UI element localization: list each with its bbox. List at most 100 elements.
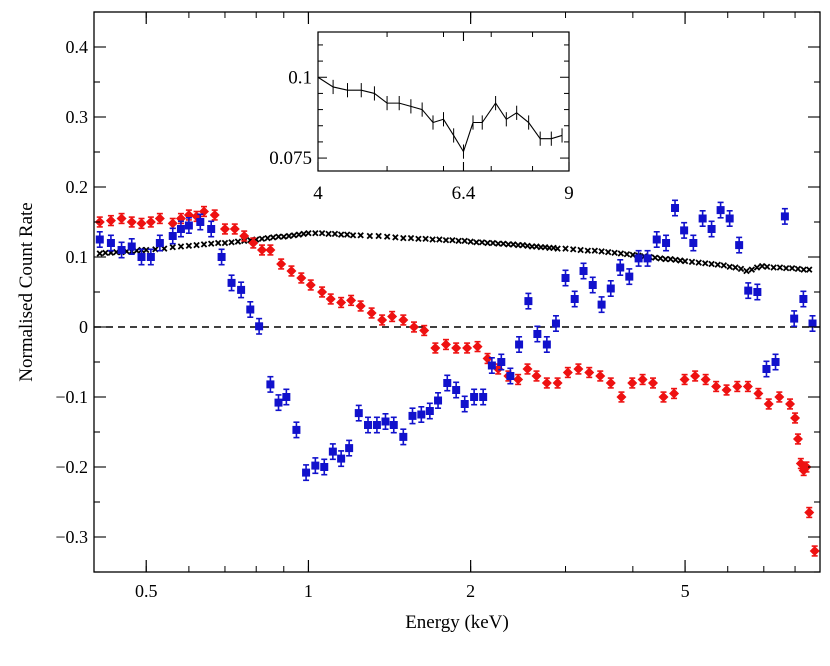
data-point-square bbox=[551, 319, 560, 328]
data-point-diamond bbox=[595, 371, 606, 381]
data-point-diamond bbox=[317, 287, 328, 297]
data-point-square bbox=[417, 410, 426, 419]
data-point-square bbox=[570, 295, 579, 303]
data-point-cross bbox=[681, 257, 689, 265]
data-point-square bbox=[671, 204, 680, 212]
inset-y-tick-label: 0.1 bbox=[288, 67, 312, 88]
data-point-square bbox=[146, 253, 155, 261]
data-point-cross bbox=[357, 232, 364, 239]
data-point-square bbox=[282, 393, 291, 401]
data-point-cross bbox=[623, 250, 631, 258]
data-point-square bbox=[652, 235, 661, 244]
data-point-cross bbox=[489, 239, 497, 247]
data-point-cross bbox=[577, 246, 584, 254]
y-tick-label: 0 bbox=[79, 317, 88, 337]
data-point-square bbox=[662, 239, 671, 247]
data-point-diamond bbox=[573, 364, 584, 374]
data-point-square bbox=[588, 281, 597, 289]
data-point-diamond bbox=[531, 371, 542, 381]
data-point-square bbox=[425, 407, 434, 415]
data-point-square bbox=[184, 221, 193, 230]
data-point-square bbox=[337, 454, 346, 463]
data-point-cross bbox=[177, 243, 185, 250]
data-point-diamond bbox=[325, 294, 336, 304]
data-point-square bbox=[237, 285, 246, 294]
data-point-diamond bbox=[296, 273, 307, 283]
data-point-diamond bbox=[721, 385, 732, 395]
data-point-cross bbox=[312, 229, 319, 237]
data-point-square bbox=[302, 468, 311, 477]
data-point-cross bbox=[629, 251, 637, 259]
y-tick-label: 0.1 bbox=[66, 247, 89, 267]
data-point-diamond bbox=[154, 213, 165, 224]
data-point-square bbox=[227, 278, 236, 287]
data-point-square bbox=[328, 447, 337, 456]
data-point-diamond bbox=[462, 343, 473, 353]
data-point-cross bbox=[234, 238, 242, 245]
series-red-diamonds bbox=[94, 205, 820, 557]
data-point-cross bbox=[732, 264, 739, 271]
data-point-square bbox=[364, 421, 373, 429]
data-point-square bbox=[176, 225, 185, 233]
data-point-diamond bbox=[305, 280, 316, 290]
data-point-diamond bbox=[256, 245, 267, 255]
data-point-cross bbox=[562, 245, 569, 252]
data-point-diamond bbox=[790, 413, 801, 423]
main-x-axis: 0.5 1 2 5 bbox=[135, 12, 796, 601]
data-point-diamond bbox=[265, 245, 276, 255]
inset-background bbox=[318, 32, 569, 171]
data-point-diamond bbox=[105, 215, 116, 226]
data-point-square bbox=[524, 297, 533, 306]
y-tick-label: 0.4 bbox=[66, 37, 89, 57]
data-point-cross bbox=[295, 231, 303, 238]
data-point-diamond bbox=[541, 378, 552, 388]
data-point-square bbox=[616, 263, 625, 272]
data-point-diamond bbox=[451, 343, 462, 353]
data-point-cross bbox=[748, 266, 756, 273]
data-point-square bbox=[117, 246, 126, 254]
data-point-square bbox=[274, 398, 283, 407]
data-point-cross bbox=[478, 239, 486, 246]
data-point-square bbox=[542, 340, 551, 349]
data-point-square bbox=[345, 444, 354, 453]
data-point-square bbox=[127, 242, 136, 251]
data-point-cross bbox=[102, 249, 109, 257]
data-point-square bbox=[744, 286, 753, 295]
data-point-diamond bbox=[809, 546, 820, 556]
data-point-square bbox=[561, 274, 570, 282]
x-tick-label: 0.5 bbox=[135, 581, 158, 601]
data-point-square bbox=[762, 365, 771, 373]
data-point-diamond bbox=[732, 381, 743, 392]
data-point-diamond bbox=[679, 374, 690, 385]
data-point-diamond bbox=[145, 217, 156, 227]
x-tick-label: 1 bbox=[304, 581, 313, 601]
data-point-cross bbox=[554, 245, 561, 252]
data-point-square bbox=[606, 284, 615, 293]
data-point-diamond bbox=[627, 378, 638, 388]
data-point-square bbox=[408, 411, 417, 420]
data-point-cross bbox=[510, 241, 517, 248]
data-point-square bbox=[753, 288, 762, 296]
data-point-cross bbox=[269, 234, 277, 241]
data-point-cross bbox=[794, 265, 802, 273]
data-point-square bbox=[460, 400, 469, 408]
data-point-square bbox=[292, 425, 301, 434]
series-blue-squares bbox=[95, 199, 817, 482]
data-point-cross bbox=[264, 234, 271, 242]
data-point-diamond bbox=[387, 311, 398, 322]
inset-x-tick-label: 6.4 bbox=[452, 183, 476, 204]
data-point-square bbox=[95, 235, 104, 244]
data-point-cross bbox=[455, 237, 462, 245]
data-point-diamond bbox=[276, 259, 287, 269]
data-point-square bbox=[680, 226, 689, 235]
data-point-cross bbox=[331, 230, 339, 238]
data-point-diamond bbox=[126, 217, 137, 227]
data-point-square bbox=[771, 358, 780, 366]
data-point-cross bbox=[349, 232, 357, 239]
data-point-cross bbox=[677, 257, 684, 264]
data-point-square bbox=[625, 272, 634, 281]
data-point-diamond bbox=[116, 213, 127, 224]
data-point-cross bbox=[442, 236, 450, 244]
data-point-cross bbox=[275, 233, 282, 240]
data-point-square bbox=[470, 393, 479, 401]
